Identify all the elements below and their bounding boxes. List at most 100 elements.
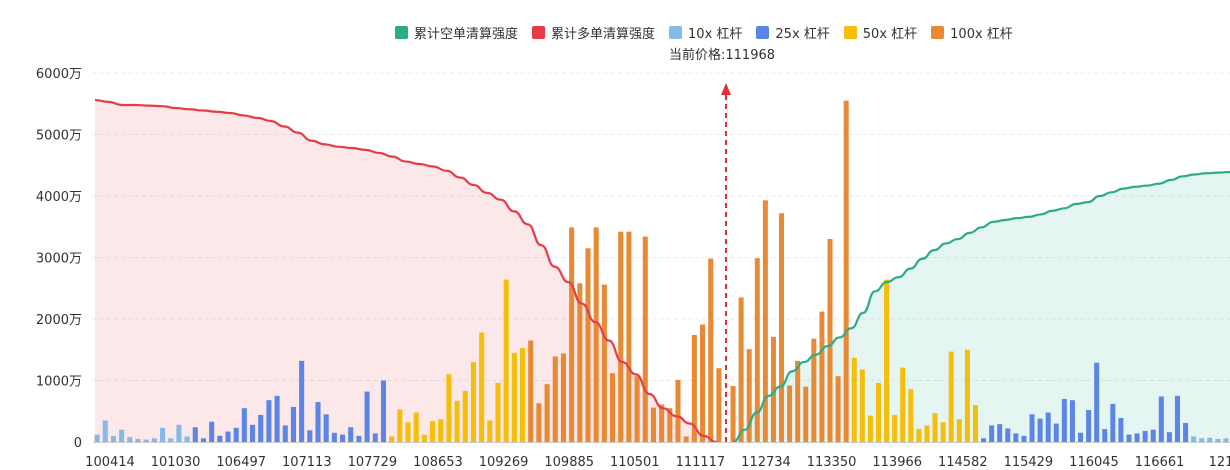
- bar-right: [1150, 429, 1156, 442]
- bar-right: [1166, 432, 1172, 442]
- bar-left: [560, 353, 566, 442]
- bar-right: [835, 376, 841, 442]
- bar-left: [470, 362, 476, 442]
- bar-left: [233, 427, 239, 442]
- legend-item-short[interactable]: 累计空单清算强度: [395, 23, 518, 42]
- bar-left: [110, 435, 116, 442]
- bar-left: [683, 436, 689, 442]
- legend-item-lev100[interactable]: 100x 杠杆: [931, 23, 1013, 42]
- bar-right: [1061, 398, 1067, 442]
- bar-right: [948, 351, 954, 442]
- bar-left: [397, 409, 403, 442]
- legend-item-long[interactable]: 累计多单清算强度: [532, 23, 655, 42]
- bar-right: [1183, 422, 1189, 442]
- bar-right: [884, 279, 890, 442]
- bar-right: [1013, 433, 1019, 442]
- bar-right: [754, 258, 760, 442]
- bar-right: [900, 367, 906, 442]
- y-tick-label: 0: [74, 436, 82, 451]
- legend-item-lev25[interactable]: 25x 杠杆: [756, 23, 830, 42]
- bar-left: [380, 380, 386, 442]
- x-tick-label: 109885: [544, 455, 594, 470]
- bar-right: [1223, 438, 1229, 442]
- bar-right: [1207, 437, 1213, 442]
- legend-item-lev10[interactable]: 10x 杠杆: [669, 23, 742, 42]
- bar-right: [1045, 412, 1051, 442]
- legend-label: 10x 杠杆: [688, 26, 743, 42]
- legend-item-lev50[interactable]: 50x 杠杆: [843, 23, 917, 42]
- bar-left: [716, 368, 722, 442]
- bar-left: [94, 434, 100, 442]
- x-tick-label: 100414: [85, 455, 135, 470]
- x-tick-label: 112734: [741, 455, 791, 470]
- bar-left: [626, 231, 632, 442]
- bar-right: [932, 413, 938, 442]
- bar-left: [495, 382, 501, 442]
- x-tick-label: 113966: [872, 455, 922, 470]
- legend-swatch: [669, 25, 683, 39]
- bar-left: [593, 227, 599, 442]
- long-curve: [94, 98, 718, 444]
- x-tick-label: 101030: [151, 455, 201, 470]
- bar-left: [151, 438, 157, 442]
- bar-right: [1037, 418, 1043, 442]
- x-tick-label: 116661: [1135, 455, 1185, 470]
- x-tick-label: 115429: [1004, 455, 1054, 470]
- bar-right: [827, 239, 833, 442]
- bar-right: [1158, 396, 1164, 442]
- y-tick-label: 4000万: [36, 190, 82, 205]
- bar-right: [762, 200, 768, 442]
- bar-right: [1005, 428, 1011, 442]
- legend-swatch: [931, 25, 945, 39]
- x-tick-label: 111117: [676, 455, 726, 470]
- bar-right: [843, 100, 849, 443]
- x-tick-label: 113350: [807, 455, 857, 470]
- legend-label: 100x 杠杆: [950, 26, 1013, 42]
- bar-right: [1053, 423, 1059, 442]
- bar-left: [250, 424, 256, 442]
- bar-left: [290, 406, 296, 442]
- y-tick-label: 1000万: [36, 375, 82, 390]
- bar-right: [956, 419, 962, 442]
- bar-left: [659, 404, 665, 442]
- bar-left: [340, 434, 346, 442]
- bar-left: [421, 434, 427, 442]
- bar-right: [867, 415, 873, 442]
- bar-left: [331, 432, 337, 442]
- bar-left: [487, 420, 493, 442]
- x-tick-label: 107113: [282, 455, 332, 470]
- bar-right: [908, 389, 914, 442]
- bar-left: [675, 379, 681, 442]
- bar-left: [438, 419, 444, 442]
- y-tick-label: 5000万: [36, 129, 82, 144]
- bar-right: [738, 297, 744, 442]
- x-tick-label: 107729: [348, 455, 398, 470]
- bar-right: [875, 382, 881, 442]
- legend-swatch: [395, 25, 408, 39]
- bar-left: [307, 430, 313, 442]
- x-tick-label: 110501: [610, 455, 660, 470]
- bar-right: [964, 349, 970, 442]
- x-tick-label: 116045: [1069, 455, 1119, 470]
- bar-left: [127, 437, 133, 442]
- y-tick-label: 3000万: [36, 252, 82, 267]
- bar-left: [569, 227, 575, 442]
- bar-right: [892, 414, 898, 442]
- x-tick-label: 114582: [938, 455, 988, 470]
- bar-left: [135, 438, 141, 442]
- bar-right: [1029, 414, 1035, 442]
- bar-right: [997, 424, 1003, 442]
- bar-right: [981, 438, 987, 442]
- y-tick-label: 6000万: [36, 67, 82, 82]
- bar-right: [1118, 418, 1124, 442]
- bar-left: [577, 283, 583, 442]
- bar-right: [803, 386, 809, 442]
- x-tick-label: 106497: [216, 455, 266, 470]
- bar-right: [730, 386, 736, 442]
- bar-right: [795, 360, 801, 442]
- bar-right: [746, 349, 752, 442]
- bar-left: [102, 420, 108, 442]
- bar-left: [348, 427, 354, 442]
- bar-right: [1069, 400, 1075, 442]
